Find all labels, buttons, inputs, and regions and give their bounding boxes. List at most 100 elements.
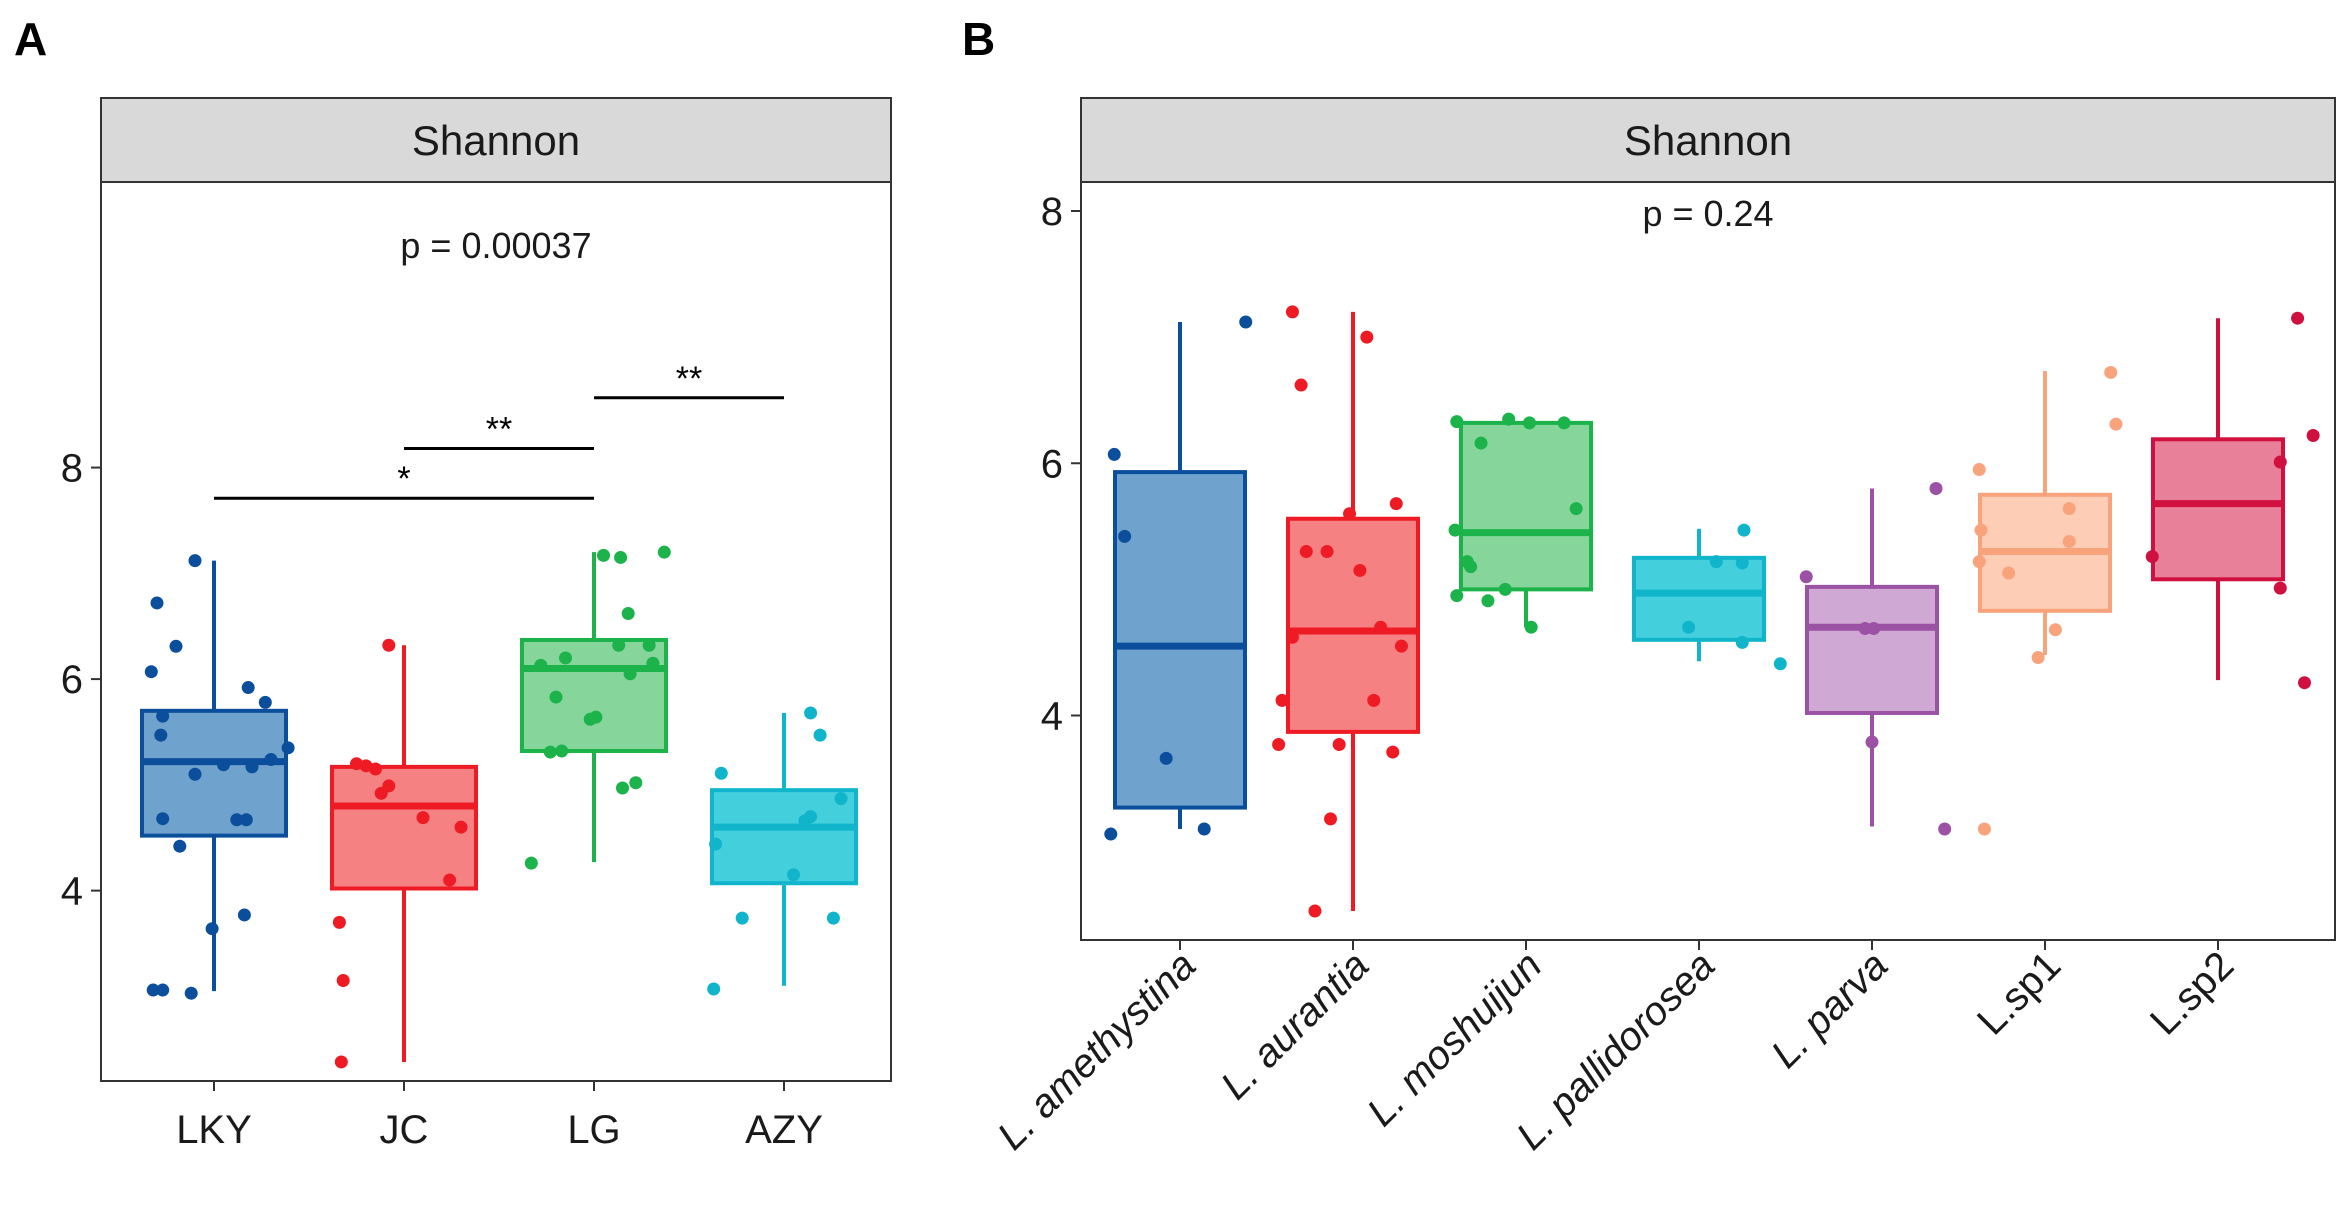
data-point <box>1360 330 1374 344</box>
data-point <box>2145 550 2159 564</box>
x-tick-label: LKY <box>176 1108 252 1152</box>
data-point <box>1450 589 1464 603</box>
data-point <box>2031 650 2045 664</box>
data-point <box>1272 738 1286 752</box>
data-point <box>1389 497 1403 511</box>
data-point <box>642 638 656 652</box>
box-azy <box>707 706 858 996</box>
data-point <box>621 607 635 621</box>
data-point <box>1353 563 1367 577</box>
y-tick-label: 6 <box>61 658 83 702</box>
data-point <box>154 728 168 742</box>
data-point <box>1474 436 1488 450</box>
facet-strip <box>1080 97 2336 183</box>
x-tick-label: AZY <box>745 1108 823 1152</box>
data-point <box>834 792 848 806</box>
data-point <box>1865 735 1879 749</box>
significance-label: ** <box>676 360 702 398</box>
data-point <box>382 638 396 652</box>
box-l-aurantia <box>1272 305 1420 918</box>
data-point <box>1107 447 1121 461</box>
data-point <box>1498 582 1512 596</box>
data-point <box>1929 481 1943 495</box>
data-point <box>709 837 723 851</box>
data-point <box>245 760 259 774</box>
data-point <box>1448 523 1462 537</box>
data-point <box>150 596 164 610</box>
plot-border <box>1080 181 2336 941</box>
data-point <box>1773 657 1787 671</box>
x-tick-label: L. amethystina <box>989 943 1204 1158</box>
data-point <box>2298 676 2311 690</box>
box-l-moshuijun <box>1448 412 1593 634</box>
data-point <box>1386 745 1400 759</box>
data-point <box>374 786 388 800</box>
box-l-pallidorosea <box>1632 523 1787 671</box>
y-tick-label: 8 <box>1041 190 1063 234</box>
data-point <box>583 712 597 726</box>
y-tick-label: 4 <box>61 870 83 914</box>
box-iqr <box>1459 420 1593 592</box>
data-point <box>1332 738 1346 752</box>
data-point <box>217 758 230 772</box>
box-jc <box>330 638 478 1069</box>
box-iqr <box>520 637 668 754</box>
y-tick-label: 6 <box>1041 442 1063 486</box>
data-point <box>169 639 183 653</box>
data-point <box>173 839 187 853</box>
data-point <box>616 781 629 795</box>
data-point <box>1285 630 1299 644</box>
data-point <box>614 550 628 564</box>
data-point <box>281 741 295 755</box>
data-point <box>336 974 350 988</box>
data-point <box>1239 315 1253 329</box>
data-point <box>332 915 346 929</box>
data-point <box>156 709 170 723</box>
data-point <box>156 812 170 826</box>
data-point <box>334 1055 348 1069</box>
x-tick-label: JC <box>380 1108 429 1152</box>
x-tick-label: L.sp1 <box>1969 943 2069 1043</box>
box-iqr <box>710 788 858 886</box>
data-point <box>443 873 457 887</box>
data-point <box>612 638 626 652</box>
p-value-annotation: p = 0.24 <box>1642 193 1773 234</box>
data-point <box>2109 417 2123 431</box>
data-point <box>555 744 569 758</box>
data-point <box>264 752 278 766</box>
data-point <box>258 695 272 709</box>
data-point <box>798 814 812 828</box>
data-point <box>804 706 818 720</box>
data-point <box>1972 463 1986 477</box>
significance-label: ** <box>486 411 512 449</box>
data-point <box>787 868 800 882</box>
data-point <box>144 665 158 679</box>
data-point <box>1299 545 1313 559</box>
data-point <box>1974 523 1988 537</box>
data-point <box>1557 416 1571 430</box>
data-point <box>1977 822 1991 836</box>
data-point <box>1118 529 1132 543</box>
data-point <box>1799 570 1813 584</box>
data-point <box>524 856 538 870</box>
data-point <box>549 690 563 704</box>
panel-label: B <box>962 13 995 65</box>
data-point <box>1735 635 1749 649</box>
data-point <box>597 548 610 562</box>
box-iqr <box>330 764 478 891</box>
data-point <box>2062 502 2076 516</box>
data-point <box>2273 455 2287 469</box>
data-point <box>1569 502 1583 516</box>
data-point <box>1867 621 1881 635</box>
data-point <box>1481 594 1495 608</box>
data-point <box>1709 555 1723 569</box>
data-point <box>1159 751 1173 765</box>
data-point <box>1938 822 1952 836</box>
data-point <box>826 911 840 925</box>
data-point <box>237 908 251 922</box>
data-point <box>230 813 244 827</box>
data-point <box>2048 623 2062 637</box>
data-point <box>1394 639 1408 653</box>
data-point <box>146 983 160 997</box>
